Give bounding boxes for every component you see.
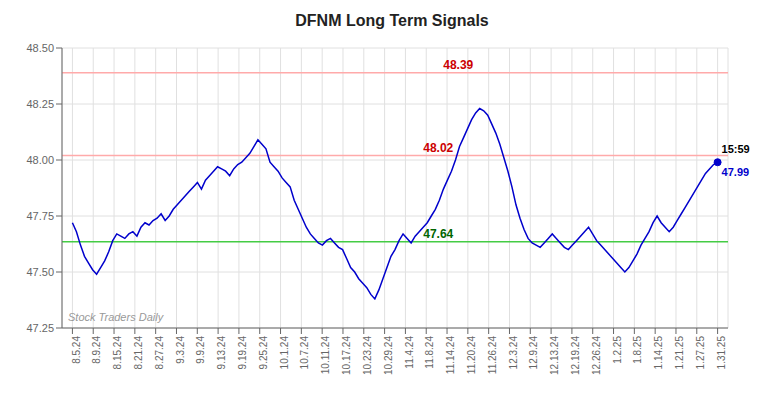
svg-text:47.64: 47.64	[423, 227, 453, 241]
svg-text:10.7.24: 10.7.24	[299, 336, 310, 370]
svg-text:9.13.24: 9.13.24	[216, 336, 227, 370]
svg-text:12.9.24: 12.9.24	[528, 336, 539, 370]
svg-text:10.17.24: 10.17.24	[341, 336, 352, 375]
svg-text:48.02: 48.02	[423, 141, 453, 155]
svg-text:8.9.24: 8.9.24	[91, 336, 102, 364]
svg-text:9.9.24: 9.9.24	[195, 336, 206, 364]
svg-text:9.3.24: 9.3.24	[175, 336, 186, 364]
svg-text:11.26.24: 11.26.24	[487, 336, 498, 375]
svg-text:10.23.24: 10.23.24	[362, 336, 373, 375]
svg-text:48.50: 48.50	[26, 42, 54, 54]
svg-text:1.2.25: 1.2.25	[612, 336, 623, 364]
svg-text:12.3.24: 12.3.24	[508, 336, 519, 370]
svg-text:8.21.24: 8.21.24	[133, 336, 144, 370]
svg-text:1.8.25: 1.8.25	[632, 336, 643, 364]
svg-text:11.14.24: 11.14.24	[445, 336, 456, 375]
svg-text:48.39: 48.39	[443, 58, 473, 72]
html-text:Stock Traders Daily: Stock Traders Daily	[68, 311, 164, 323]
svg-text:12.26.24: 12.26.24	[591, 336, 602, 375]
svg-text:9.25.24: 9.25.24	[258, 336, 269, 370]
svg-text:10.1.24: 10.1.24	[279, 336, 290, 370]
svg-text:8.15.24: 8.15.24	[112, 336, 123, 370]
svg-text:47.50: 47.50	[26, 266, 54, 278]
html-text:DFNM Long Term Signals: DFNM Long Term Signals	[295, 12, 489, 29]
svg-text:47.75: 47.75	[26, 210, 54, 222]
svg-text:11.4.24: 11.4.24	[404, 336, 415, 369]
svg-text:9.19.24: 9.19.24	[237, 336, 248, 370]
svg-text:48.00: 48.00	[26, 154, 54, 166]
svg-text:11.20.24: 11.20.24	[466, 336, 477, 375]
svg-text:12.19.24: 12.19.24	[570, 336, 581, 375]
svg-text:12.13.24: 12.13.24	[549, 336, 560, 375]
svg-text:15:59: 15:59	[722, 143, 750, 155]
svg-text:1.21.25: 1.21.25	[674, 336, 685, 370]
svg-text:48.25: 48.25	[26, 98, 54, 110]
svg-text:1.31.25: 1.31.25	[716, 336, 727, 370]
svg-text:10.29.24: 10.29.24	[383, 336, 394, 375]
svg-text:8.27.24: 8.27.24	[154, 336, 165, 370]
svg-text:47.99: 47.99	[722, 166, 750, 178]
svg-text:47.25: 47.25	[26, 322, 54, 334]
svg-text:1.27.25: 1.27.25	[695, 336, 706, 370]
svg-text:8.5.24: 8.5.24	[71, 336, 82, 364]
svg-text:1.14.25: 1.14.25	[653, 336, 664, 370]
svg-text:11.8.24: 11.8.24	[424, 336, 435, 369]
svg-text:10.11.24: 10.11.24	[320, 336, 331, 375]
